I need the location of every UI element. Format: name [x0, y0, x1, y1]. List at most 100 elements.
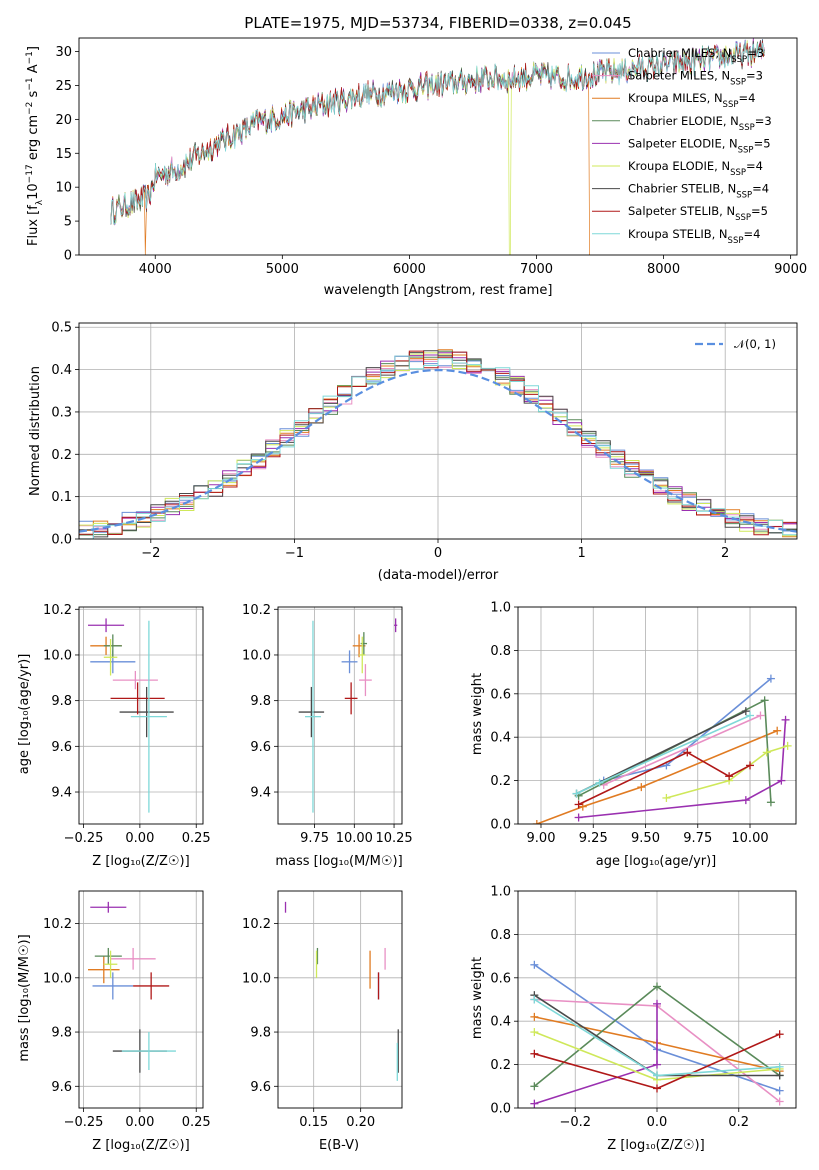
spectrum-ytick-label: 20: [55, 113, 72, 128]
age-vs-mass-ytick-label: 9.4: [250, 786, 271, 801]
mw-age-xlabel: age [log₁₀(age/yr)]: [596, 854, 717, 869]
mass-vs-EBV-xtick-label: 0.15: [299, 1115, 328, 1130]
spectrum-plot-area: [110, 38, 765, 255]
spectrum-ytick-label: 5: [64, 215, 72, 230]
mass-vs-Z-ytick-label: 10.2: [43, 917, 72, 932]
legend-entry: Kroupa STELIB, NSSP=4: [628, 227, 760, 246]
residuals-xtick-label: 2: [721, 546, 729, 561]
age-vs-Z-ytick-label: 9.6: [51, 740, 72, 755]
massweight-vs-age-xtick-label: 9.50: [631, 831, 660, 846]
residuals-xtick-label: 1: [577, 546, 585, 561]
spectrum-frame: [78, 37, 798, 256]
residuals-ytick-label: 0.4: [51, 363, 72, 378]
residuals-ytick-label: 0.3: [51, 405, 72, 420]
spectrum-ytick-label: 0: [64, 249, 72, 264]
spectrum-ytick-label: 25: [55, 79, 72, 94]
mw-line-salpeter-stelib: [578, 751, 751, 806]
age-vs-mass-ytick-label: 10.0: [242, 648, 271, 663]
massweight-vs-Z-ytick-label: 0.4: [490, 1015, 511, 1030]
residuals-plot-area: [79, 349, 797, 539]
spectrum-xtick-label: 6000: [393, 262, 426, 277]
residuals-xtick-label: 0: [434, 546, 442, 561]
spectrum-title: PLATE=1975, MJD=53734, FIBERID=0338, z=0…: [244, 14, 631, 32]
mass-vs-Z-panel: −0.25 0.00 0.25 9.6 9.8 10.0 10.2: [43, 890, 211, 1130]
hist-series-kroupa-stelib: [79, 355, 797, 539]
normal-curve: [79, 368, 797, 533]
mass-vs-Z-frame: [78, 890, 204, 1109]
residuals-ytick-label: 0.5: [51, 321, 72, 336]
massweight-vs-age-xtick-label: 9.75: [683, 831, 712, 846]
legend-entry: Salpeter MILES, NSSP=3: [628, 69, 763, 88]
spectrum-xlabel: wavelength [Angstrom, rest frame]: [324, 283, 553, 298]
massweight-vs-age-ytick-label: 1.0: [490, 601, 511, 616]
massweight-vs-Z-xtick-label: 0.0: [647, 1115, 668, 1130]
age-vs-Z-xtick-label: 0.25: [182, 831, 211, 846]
spectrum-legend: Chabrier MILES, NSSP=3 Salpeter MILES, NS…: [592, 46, 772, 246]
age-vs-Z-ytick-label: 10.0: [43, 648, 72, 663]
massweight-vs-Z-frame: [517, 890, 797, 1109]
normal-legend-label: 𝒩(0, 1): [734, 337, 776, 351]
mass-vs-EBV-frame: [277, 890, 403, 1109]
age-vs-Z-plot-area: [88, 618, 174, 813]
mw-Z-ylabel: mass weight: [470, 957, 485, 1039]
mass-Z-ylabel: mass [log₁₀(M/M☉)]: [17, 934, 32, 1061]
massweight-vs-age-frame: [517, 606, 797, 825]
legend-entry: Kroupa MILES, NSSP=4: [628, 91, 755, 110]
spectrum-panel: 4000 5000 6000 7000 8000 9000 0 5 10 15 20 25 30 Chab…: [25, 37, 807, 277]
mass-vs-Z-ytick-label: 9.6: [51, 1080, 72, 1095]
massweight-vs-age-xtick-label: 9.25: [579, 831, 608, 846]
spectrum-ytick-label: 15: [55, 147, 72, 162]
age-vs-mass-xtick-label: 10.00: [336, 831, 373, 846]
age-vs-Z-xtick-label: 0.00: [125, 831, 154, 846]
massweight-vs-age-xtick-label: 9.00: [527, 831, 556, 846]
massweight-vs-Z-ytick-label: 0.8: [490, 928, 511, 943]
massweight-vs-age-panel: 9.00 9.25 9.50 9.75 10.00 0.0 0.2 0.4 0.6 0.8 1.0: [490, 601, 797, 846]
age-vs-Z-frame: [78, 606, 204, 825]
age-Z-xlabel: Z [log₁₀(Z/Z☉)]: [92, 854, 189, 869]
mw-age-ylabel: mass weight: [470, 673, 485, 755]
age-vs-mass-panel: 9.75 10.00 10.25 9.4 9.6 9.8 10.0 10.2: [242, 603, 413, 846]
age-vs-Z-ytick-label: 10.2: [43, 603, 72, 618]
spectrum-xtick-label: 7000: [520, 262, 553, 277]
age-vs-mass-ytick-label: 9.8: [250, 694, 271, 709]
massweight-vs-Z-ytick-label: 0.6: [490, 971, 511, 986]
mass-vs-EBV-ytick-label: 9.6: [250, 1080, 271, 1095]
massweight-vs-age-ytick-label: 0.8: [490, 644, 511, 659]
mass-vs-EBV-ytick-label: 9.8: [250, 1026, 271, 1041]
mass-EBV-xlabel: E(B-V): [319, 1138, 359, 1153]
mass-vs-Z-xtick-label: −0.25: [64, 1115, 104, 1130]
massweight-vs-Z-xtick-label: −0.2: [559, 1115, 591, 1130]
legend-entry: Kroupa ELODIE, NSSP=4: [628, 159, 763, 178]
residuals-ylabel: Normed distribution: [28, 366, 43, 496]
residuals-xtick-label: −1: [285, 546, 304, 561]
legend-entry: Chabrier STELIB, NSSP=4: [628, 182, 769, 201]
massweight-vs-age-xtick-label: 10.00: [731, 831, 768, 846]
age-vs-mass-xtick-label: 10.25: [375, 831, 412, 846]
legend-entry: Salpeter STELIB, NSSP=5: [628, 204, 768, 223]
legend-entry: Salpeter ELODIE, NSSP=5: [628, 136, 771, 155]
residuals-ytick-label: 0.2: [51, 448, 72, 463]
spectrum-ytick-label: 30: [55, 45, 72, 60]
age-vs-mass-ytick-label: 9.6: [250, 740, 271, 755]
spectrum-ylabel: Flux [fλ10−17 erg cm−2 s−1 A−1]: [25, 46, 45, 246]
residuals-ytick-label: 0.1: [51, 490, 72, 505]
mw-line-salpeter-elodie: [534, 1003, 658, 1105]
massweight-vs-Z-ytick-label: 0.2: [490, 1058, 511, 1073]
residuals-xtick-label: −2: [141, 546, 160, 561]
mass-vs-EBV-xtick-label: 0.20: [346, 1115, 375, 1130]
age-vs-Z-panel: −0.25 0.00 0.25 9.4 9.6 9.8 10.0 10.2: [43, 603, 211, 846]
mw-line-chabrier-elodie: [578, 699, 772, 803]
mass-vs-Z-ytick-label: 10.0: [43, 971, 72, 986]
mass-vs-EBV-ytick-label: 10.0: [242, 971, 271, 986]
mass-vs-EBV-panel: 0.15 0.20 9.6 9.8 10.0 10.2: [242, 890, 403, 1130]
massweight-vs-age-ytick-label: 0.4: [490, 731, 511, 746]
massweight-vs-age-ytick-label: 0.2: [490, 774, 511, 789]
spectrum-series-kroupa-stelib: [110, 40, 765, 225]
legend-entry: Chabrier MILES, NSSP=3: [628, 46, 764, 65]
age-vs-mass-plot-area: [298, 618, 398, 813]
mass-vs-Z-xtick-label: 0.00: [125, 1115, 154, 1130]
massweight-vs-Z-plot-area: [530, 960, 784, 1108]
spectrum-xtick-label: 4000: [139, 262, 172, 277]
residuals-xlabel: (data-model)/error: [378, 568, 499, 583]
residuals-ytick-label: 0.0: [51, 533, 72, 548]
